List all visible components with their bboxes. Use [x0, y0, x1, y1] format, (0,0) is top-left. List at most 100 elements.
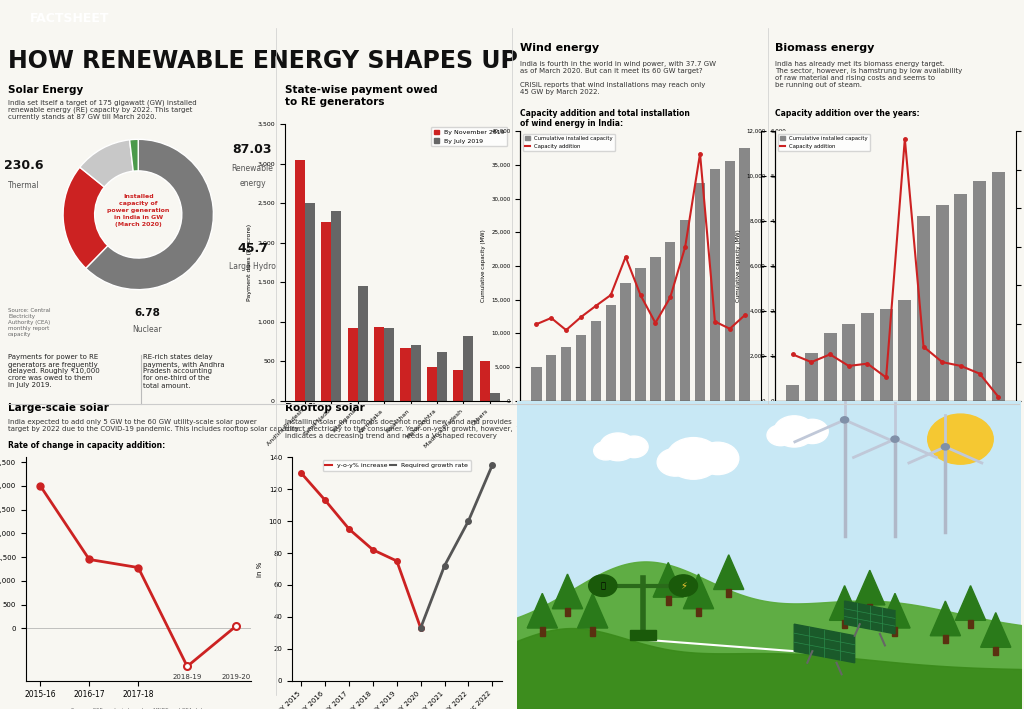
Bar: [605, 305, 616, 401]
Bar: [348, 328, 357, 401]
Circle shape: [667, 437, 721, 479]
y-o-y% increase: [367, 546, 379, 554]
Bar: [666, 596, 671, 605]
Text: Payments for power to RE
generators are frequently
delayed. Roughly ₹10,000
cror: Payments for power to RE generators are …: [8, 354, 100, 389]
Bar: [322, 222, 332, 401]
Y-axis label: Payment dues (Rs crore): Payment dues (Rs crore): [247, 224, 252, 301]
Text: Thermal: Thermal: [8, 182, 40, 190]
Bar: [374, 327, 384, 401]
Text: energy: energy: [240, 179, 266, 188]
Y-axis label: in %: in %: [257, 562, 263, 576]
Text: Capacity addition and total installation
of wind energy in India:: Capacity addition and total installation…: [520, 109, 690, 128]
Circle shape: [594, 442, 617, 460]
Circle shape: [657, 448, 693, 476]
Bar: [861, 313, 874, 401]
Bar: [993, 647, 998, 655]
Wedge shape: [63, 167, 108, 268]
Text: HOW RENEWABLE ENERGY SHAPES UP: HOW RENEWABLE ENERGY SHAPES UP: [8, 49, 518, 73]
Polygon shape: [653, 562, 683, 597]
Text: Capacity addition over the years:: Capacity addition over the years:: [775, 109, 920, 118]
Bar: [489, 393, 500, 401]
Text: Source: CEA, Report on payment dues of RE generators: Source: CEA, Report on payment dues of R…: [325, 485, 470, 490]
Bar: [591, 321, 601, 401]
Bar: [898, 299, 911, 401]
Circle shape: [670, 575, 697, 596]
Polygon shape: [527, 593, 557, 628]
Bar: [531, 367, 542, 401]
Text: State-wise payment owed
to RE generators: State-wise payment owed to RE generators: [285, 85, 437, 106]
Text: Source: MNRE reports: Source: MNRE reports: [611, 483, 670, 488]
Circle shape: [767, 425, 795, 446]
Bar: [463, 336, 473, 401]
Wedge shape: [80, 140, 133, 187]
Polygon shape: [683, 574, 714, 609]
Text: Source: Central
Electricity
Authority (CEA)
monthly report
capacity: Source: Central Electricity Authority (C…: [8, 308, 51, 337]
Bar: [786, 385, 799, 401]
y-o-y% increase: [319, 496, 332, 505]
Bar: [916, 216, 930, 401]
Text: Wind energy: Wind energy: [520, 43, 599, 52]
Text: ⚡: ⚡: [680, 581, 687, 591]
Polygon shape: [880, 593, 910, 628]
Text: Large-scale solar: Large-scale solar: [8, 403, 110, 413]
Bar: [332, 211, 341, 401]
Bar: [880, 308, 893, 401]
Bar: [546, 355, 556, 401]
Bar: [631, 630, 655, 640]
Bar: [696, 608, 701, 616]
Text: 45.7: 45.7: [237, 242, 268, 255]
Bar: [427, 367, 437, 401]
Bar: [561, 347, 571, 401]
Legend: Cumulative installed capacity, Capacity addition: Cumulative installed capacity, Capacity …: [523, 134, 615, 151]
Bar: [943, 635, 948, 644]
Bar: [295, 160, 305, 401]
Text: India set itself a target of 175 gigawatt (GW) installed
renewable energy (RE) c: India set itself a target of 175 gigawat…: [8, 99, 197, 121]
Polygon shape: [714, 554, 743, 589]
y-o-y% increase: [415, 624, 427, 632]
Text: Biomass energy: Biomass energy: [775, 43, 874, 52]
Circle shape: [928, 414, 993, 464]
Bar: [454, 370, 463, 401]
Text: Rooftop solar: Rooftop solar: [285, 403, 365, 413]
Polygon shape: [829, 586, 860, 620]
Polygon shape: [578, 593, 608, 628]
Circle shape: [600, 433, 636, 461]
Text: 2018-19: 2018-19: [172, 674, 202, 680]
Text: *if March 2020, Source: MNRE, CEA: *if March 2020, Source: MNRE, CEA: [852, 491, 939, 496]
Bar: [565, 608, 570, 616]
Bar: [936, 206, 949, 401]
Text: Large Hydro: Large Hydro: [229, 262, 275, 271]
Polygon shape: [981, 613, 1011, 647]
Text: RE-rich states delay
payments, with Andhra
Pradesh accounting
for one-third of t: RE-rich states delay payments, with Andh…: [143, 354, 225, 389]
Polygon shape: [955, 586, 986, 620]
Text: FACTSHEET: FACTSHEET: [30, 12, 110, 25]
Bar: [710, 169, 720, 401]
Bar: [384, 328, 394, 401]
Text: India expected to add only 5 GW to the 60 GW utility-scale solar power
target by: India expected to add only 5 GW to the 6…: [8, 419, 300, 432]
Polygon shape: [930, 601, 961, 636]
Text: India has already met its biomass energy target.
The sector, however, is hamstru: India has already met its biomass energy…: [775, 61, 963, 88]
y-o-y% increase: [295, 469, 307, 478]
Text: Nuclear: Nuclear: [132, 325, 162, 335]
Bar: [437, 352, 446, 401]
Bar: [739, 148, 750, 401]
Text: Solar Energy: Solar Energy: [8, 85, 83, 95]
Legend: Cumulative installed capacity, Capacity addition: Cumulative installed capacity, Capacity …: [778, 134, 870, 151]
Required growth rate: [438, 562, 451, 570]
Bar: [954, 194, 968, 401]
Line: y-o-y% increase: y-o-y% increase: [299, 471, 424, 631]
Polygon shape: [845, 601, 895, 634]
Text: 87.03: 87.03: [232, 143, 272, 156]
Text: Installed
capacity of
power generation
in India in GW
(March 2020): Installed capacity of power generation i…: [108, 194, 169, 227]
Bar: [842, 620, 847, 628]
Bar: [650, 257, 660, 401]
Bar: [893, 627, 897, 636]
Bar: [695, 183, 706, 401]
Bar: [590, 627, 595, 636]
Text: Rate of change in capacity addition:: Rate of change in capacity addition:: [8, 441, 166, 450]
Circle shape: [891, 436, 899, 442]
Bar: [973, 181, 986, 401]
Text: 6.78: 6.78: [134, 308, 160, 318]
Legend: y-o-y% increase, Required growth rate: y-o-y% increase, Required growth rate: [323, 460, 471, 471]
Bar: [411, 345, 421, 401]
